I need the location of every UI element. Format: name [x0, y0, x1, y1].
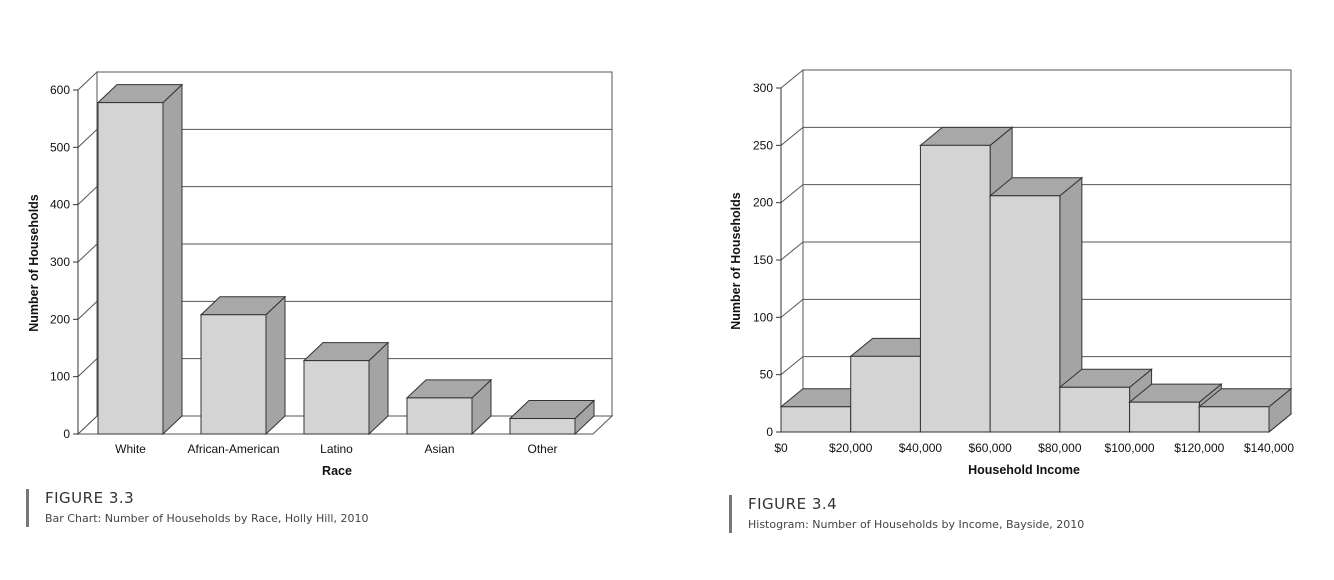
x-tick-label: Latino [320, 442, 353, 456]
bar [1129, 401, 1200, 433]
x-tick-label: Asian [424, 442, 454, 456]
bar [200, 314, 267, 435]
x-axis-label: Race [322, 464, 352, 478]
y-tick-label: 500 [50, 140, 70, 154]
x-tick-label: $20,000 [829, 441, 873, 455]
bar [989, 195, 1061, 433]
x-tick-label: $60,000 [968, 441, 1012, 455]
x-tick-label: White [115, 442, 146, 456]
gridline-wall [780, 356, 804, 376]
bar [97, 102, 164, 435]
x-tick-label: Other [527, 442, 557, 456]
race-bar-chart: 0 100 200 300 400 500 600 White African-American… [27, 70, 614, 478]
gridline-wall [780, 241, 804, 261]
y-tick-label: 300 [50, 255, 70, 269]
x-tick-label: $100,000 [1105, 441, 1155, 455]
x-tick-label: $140,000 [1244, 441, 1294, 455]
y-axis-label: Number of Households [729, 192, 743, 330]
bar [1198, 406, 1270, 433]
y-tick-label: 600 [50, 83, 70, 97]
figure-caption-right: FIGURE 3.4 Histogram: Number of Househol… [729, 495, 1084, 533]
gridline-wall [77, 300, 98, 320]
x-tick-label: African-American [187, 442, 279, 456]
gridline-wall [780, 126, 804, 146]
figure-number: FIGURE 3.4 [748, 495, 838, 513]
gridline-wall [77, 186, 98, 206]
bar [780, 406, 852, 433]
gridline-wall [780, 184, 804, 204]
y-tick-label: 300 [753, 81, 773, 95]
bar [509, 418, 576, 435]
y-tick-label: 150 [753, 253, 773, 267]
y-tick-label: 200 [50, 312, 70, 326]
x-tick-label: $80,000 [1038, 441, 1082, 455]
y-tick-label: 400 [50, 198, 70, 212]
figure-description: Bar Chart: Number of Households by Race,… [45, 512, 369, 525]
figure-caption-left: FIGURE 3.3 Bar Chart: Number of Househol… [26, 489, 368, 527]
y-tick-label: 0 [766, 425, 773, 439]
income-histogram: 0 50 100 150 200 250 300 $0 $20,000 $40,000 $60,00… [729, 68, 1294, 477]
figure-description: Histogram: Number of Households by Incom… [748, 518, 1085, 531]
gridline-wall [77, 243, 98, 263]
gridline-wall [77, 128, 98, 148]
y-tick-label: 50 [760, 368, 774, 382]
x-tick-label: $0 [774, 441, 788, 455]
x-tick-label: $40,000 [899, 441, 943, 455]
bar [850, 355, 921, 433]
y-tick-label: 100 [753, 310, 773, 324]
figure-number: FIGURE 3.3 [45, 489, 135, 507]
y-tick-label: 0 [63, 427, 70, 441]
bar [1059, 386, 1131, 433]
gridline-wall [77, 358, 98, 378]
y-tick-label: 250 [753, 138, 773, 152]
x-tick-label: $120,000 [1174, 441, 1224, 455]
gridline-wall [780, 298, 804, 318]
bar [406, 397, 473, 435]
y-tick-label: 200 [753, 196, 773, 210]
bar [919, 144, 991, 433]
y-tick-label: 100 [50, 370, 70, 384]
y-axis-label: Number of Households [27, 194, 41, 332]
x-axis-label: Household Income [968, 463, 1080, 477]
bar [303, 360, 370, 435]
